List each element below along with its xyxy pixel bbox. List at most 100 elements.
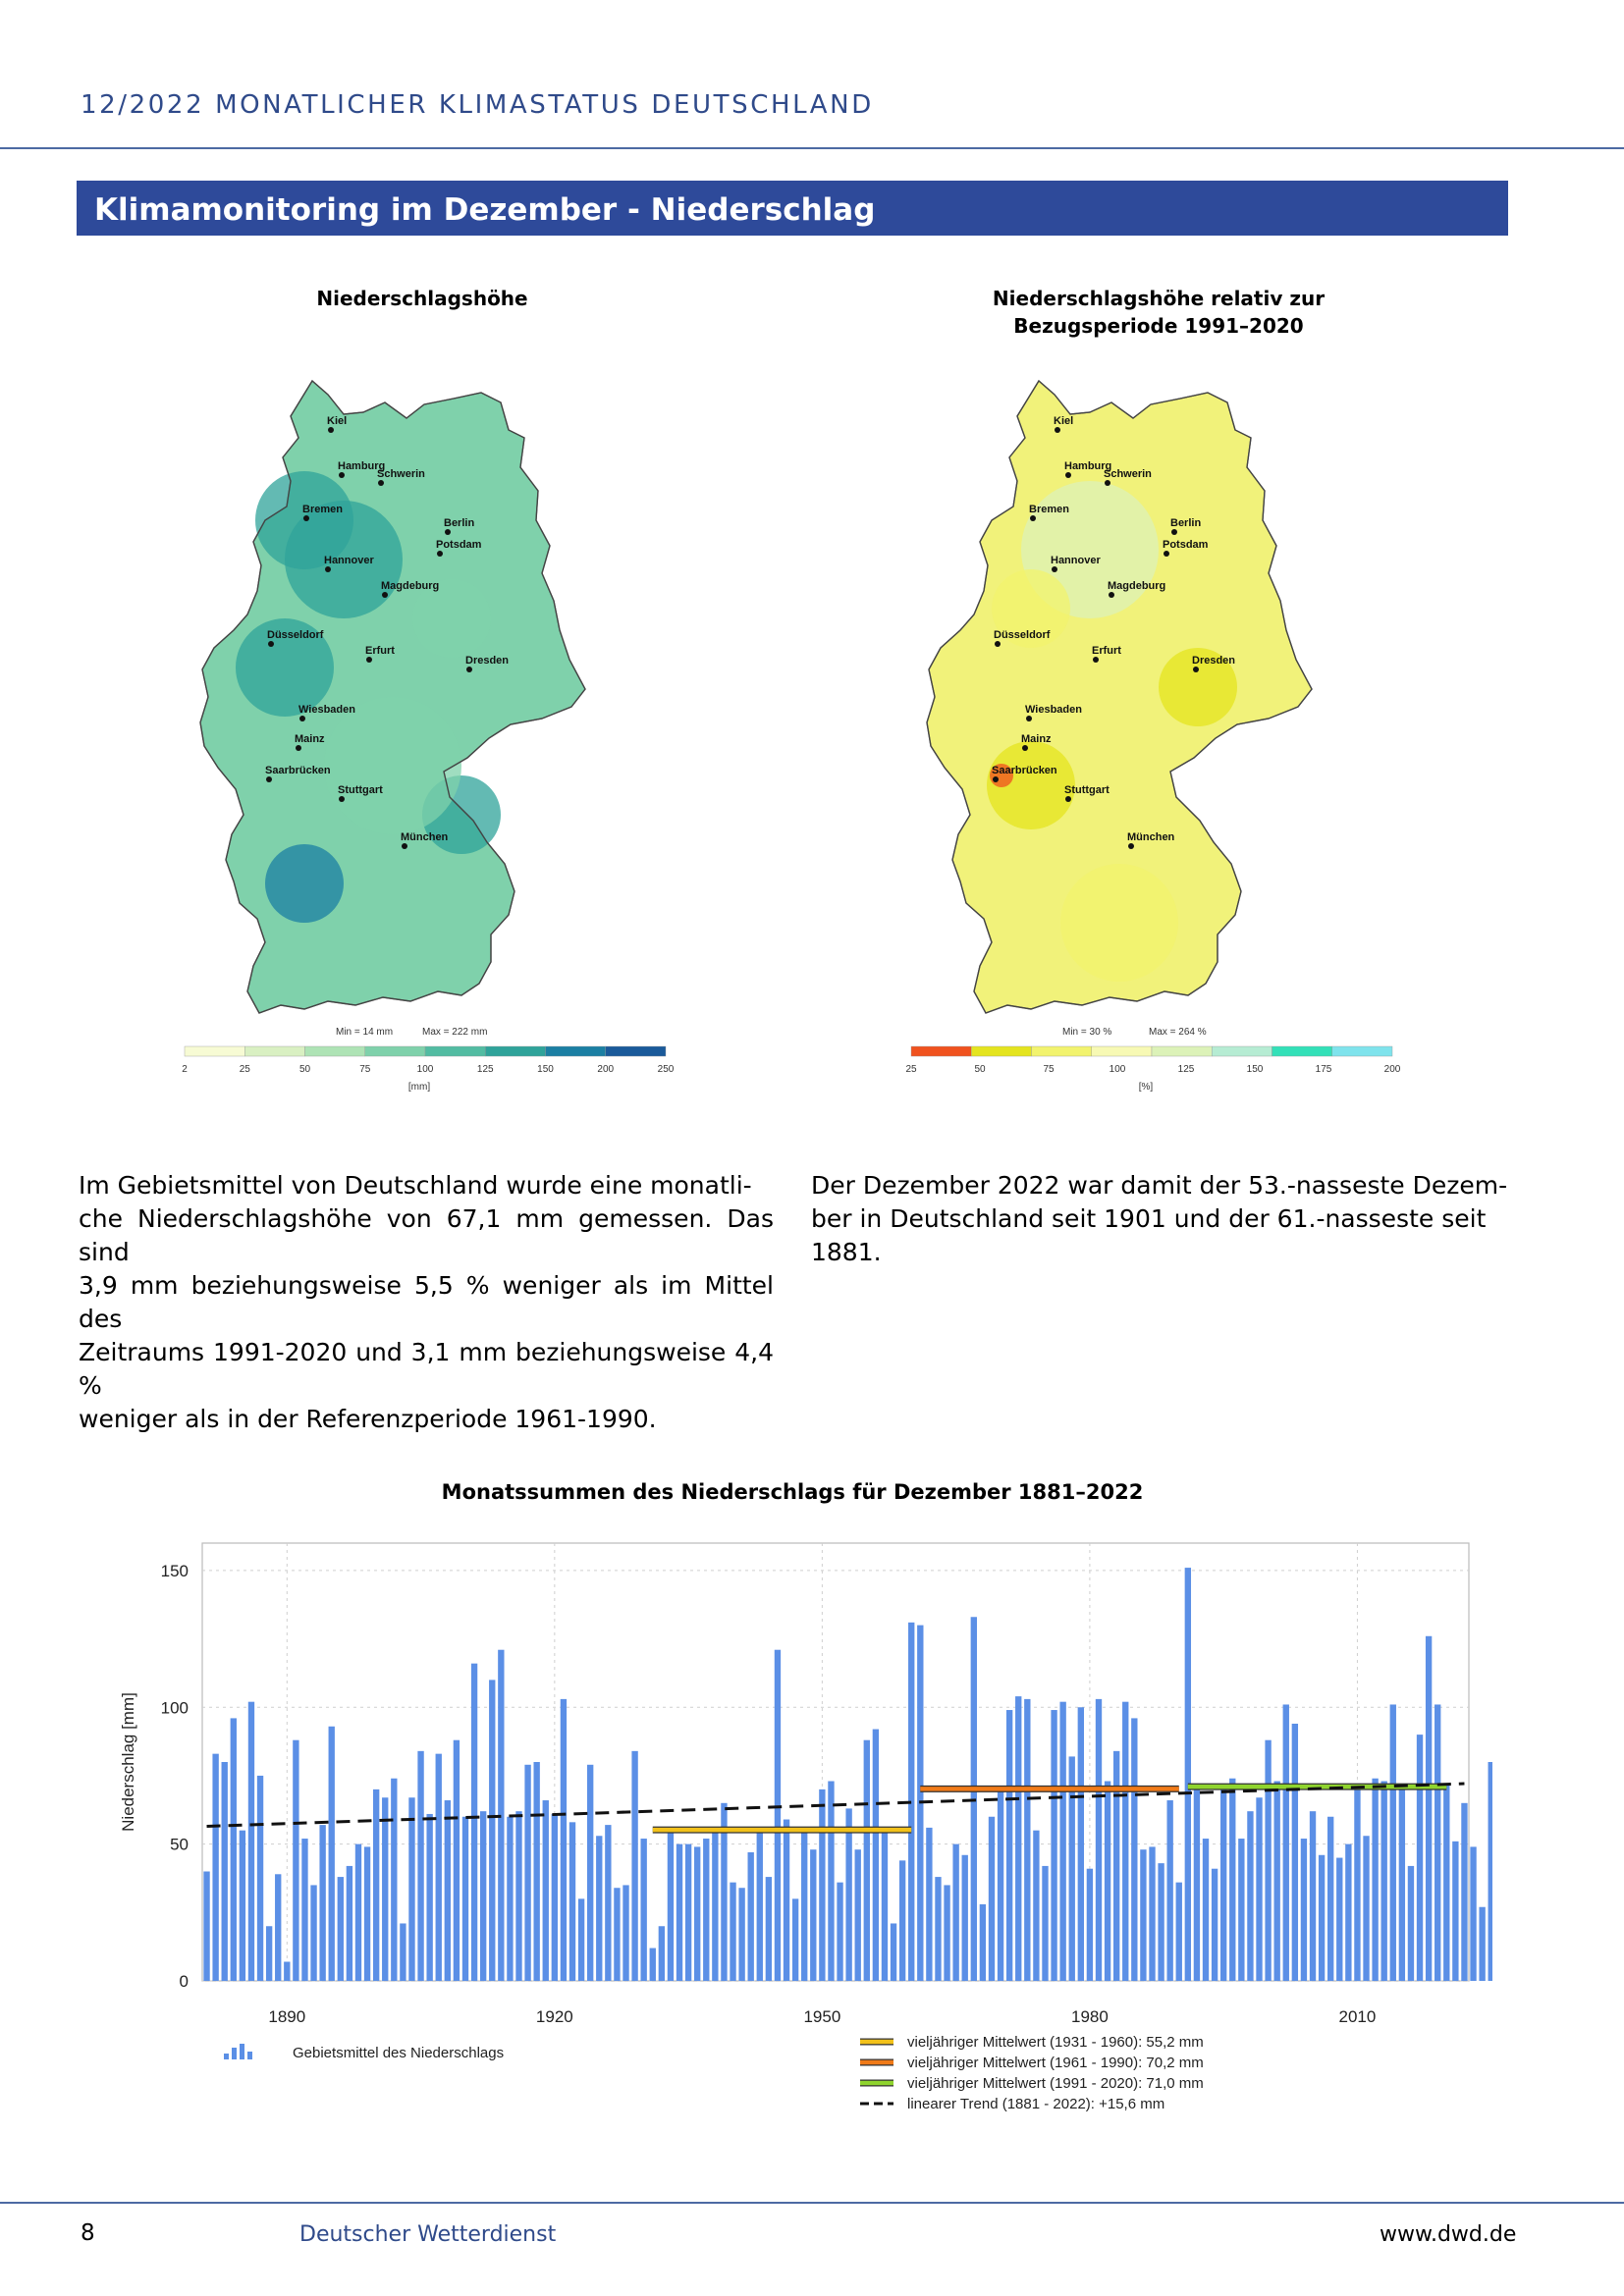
map-max-label: Max = 264 %: [1149, 1027, 1207, 1038]
scale-swatch: [545, 1045, 606, 1057]
bar-1958: [890, 1923, 897, 1981]
bar-1960: [908, 1622, 915, 1981]
bar-1952: [837, 1882, 843, 1981]
section-banner: [77, 181, 1508, 236]
bar-1893: [310, 1885, 317, 1981]
bar-2010: [1354, 1784, 1361, 1981]
city-marker: [1128, 843, 1134, 849]
legend-reference-label: vieljähriger Mittelwert (1931 - 1960): 5…: [907, 2034, 1204, 2051]
city-marker: [995, 641, 1001, 647]
bar-1970: [997, 1787, 1004, 1981]
scale-tick-label: 50: [974, 1064, 986, 1075]
bar-1997: [1238, 1839, 1245, 1981]
scale-tick-label: 50: [299, 1064, 311, 1075]
legend-bars-label: Gebietsmittel des Niederschlags: [293, 2045, 504, 2061]
scale-swatch: [184, 1045, 245, 1057]
bar-1922: [568, 1822, 576, 1981]
scale-tick-label: 250: [658, 1064, 675, 1075]
x-tick-label: 1950: [803, 2007, 840, 2026]
bar-1925: [596, 1836, 603, 1981]
bar-1998: [1247, 1811, 1254, 1981]
scale-tick-label: 125: [1178, 1064, 1195, 1075]
city-marker: [339, 796, 345, 802]
scale-tick-label: 150: [537, 1064, 554, 1075]
bar-1951: [828, 1781, 835, 1981]
scale-swatch: [244, 1045, 305, 1057]
bar-2008: [1336, 1857, 1343, 1981]
bar-1994: [1211, 1868, 1218, 1981]
scale-tick-label: 200: [1384, 1064, 1401, 1075]
bar-1986: [1140, 1849, 1147, 1981]
scale-swatch: [304, 1045, 365, 1057]
bar-1982: [1104, 1781, 1111, 1981]
bar-1902: [391, 1778, 398, 1981]
bar-1894: [319, 1825, 326, 1981]
bar-1938: [712, 1830, 719, 1981]
bar-1947: [791, 1898, 799, 1981]
city-marker: [402, 843, 407, 849]
city-label: Hannover: [1051, 555, 1101, 566]
bar-1989: [1166, 1800, 1173, 1981]
scale-tick-label: 175: [1316, 1064, 1332, 1075]
bar-1913: [489, 1680, 496, 1981]
bar-1928: [623, 1885, 629, 1981]
bar-1963: [935, 1877, 942, 1981]
bar-1905: [417, 1750, 424, 1981]
bar-1971: [1005, 1710, 1013, 1981]
map-title-relative: Niederschlagshöhe relativ zur Bezugsperi…: [933, 285, 1384, 340]
bar-1931: [649, 1948, 656, 1981]
bar-2017: [1416, 1735, 1424, 1981]
scale-swatch: [1272, 1045, 1332, 1057]
summary-paragraph-left: Im Gebietsmittel von Deutschland wurde e…: [79, 1171, 774, 1433]
bar-1915: [507, 1816, 514, 1981]
bar-1908: [444, 1800, 452, 1981]
map-shading-region: [412, 579, 491, 658]
city-marker: [268, 641, 274, 647]
bar-1924: [586, 1764, 594, 1981]
scale-tick-label: 75: [1043, 1064, 1055, 1075]
bar-2025: [1488, 1762, 1492, 1981]
scale-swatch: [424, 1045, 486, 1057]
scale-tick-label: 2: [182, 1064, 188, 1075]
bar-2001: [1273, 1781, 1280, 1981]
scale-tick-label: 25: [240, 1064, 251, 1075]
city-label: Kiel: [1054, 415, 1073, 427]
bar-1934: [676, 1843, 683, 1981]
scale-tick-label: 100: [1110, 1064, 1126, 1075]
bar-1904: [408, 1797, 415, 1981]
bar-1976: [1051, 1710, 1057, 1981]
bar-1918: [533, 1762, 540, 1981]
city-label: Kiel: [327, 415, 347, 427]
bar-2013: [1380, 1781, 1387, 1981]
bar-1900: [372, 1789, 380, 1981]
bar-1909: [453, 1739, 460, 1981]
city-label: Düsseldorf: [267, 629, 324, 641]
bar-1954: [854, 1849, 861, 1981]
bar-2014: [1389, 1704, 1396, 1981]
scale-swatch: [1151, 1045, 1213, 1057]
bar-1897: [346, 1865, 353, 1981]
city-label: Bremen: [302, 504, 343, 515]
bar-1941: [738, 1888, 745, 1981]
bar-1916: [515, 1811, 522, 1981]
bar-2011: [1363, 1836, 1370, 1981]
city-marker: [328, 427, 334, 433]
city-label: Hannover: [324, 555, 374, 566]
city-marker: [1093, 657, 1099, 663]
bar-2022: [1461, 1802, 1468, 1981]
bar-2009: [1345, 1843, 1352, 1981]
bar-1886: [247, 1701, 255, 1981]
scale-tick-label: 200: [597, 1064, 614, 1075]
bar-1949: [810, 1849, 817, 1981]
bar-1881: [203, 1871, 210, 1981]
summary-paragraph-right: Der Dezember 2022 war damit der 53.-nass…: [811, 1171, 1508, 1266]
city-label: München: [1127, 831, 1175, 843]
page-number: 8: [81, 2220, 95, 2246]
bar-1948: [801, 1830, 808, 1981]
bar-1973: [1024, 1698, 1031, 1981]
city-marker: [1065, 472, 1071, 478]
bar-1887: [256, 1775, 264, 1981]
bar-1968: [979, 1903, 987, 1981]
bar-1987: [1149, 1846, 1156, 1981]
